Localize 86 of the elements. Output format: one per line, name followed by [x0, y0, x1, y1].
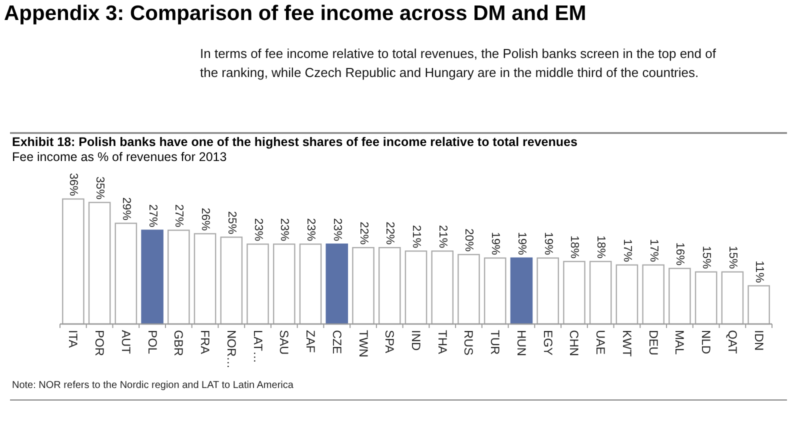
data-label: 16% — [674, 242, 686, 266]
data-label: 23% — [252, 218, 264, 242]
data-label: 19% — [489, 232, 502, 256]
x-tick-label: SPA — [382, 330, 397, 354]
x-tick-label: ITA — [66, 330, 80, 348]
bar — [326, 244, 348, 325]
data-label: 15% — [726, 246, 738, 269]
x-tick-label: NOR… — [224, 330, 238, 369]
data-label: 35% — [94, 176, 106, 200]
x-tick-label: UAE — [594, 330, 608, 355]
bar — [141, 230, 164, 325]
data-label: 18% — [594, 235, 607, 258]
data-label: 20% — [462, 228, 475, 252]
x-tick-label: KWT — [620, 330, 634, 358]
x-tick-label: THA — [435, 330, 450, 354]
data-label: 11% — [752, 260, 765, 283]
data-label: 27% — [146, 204, 158, 228]
bar — [62, 198, 84, 325]
x-tick-label: EGY — [540, 330, 555, 356]
x-tick-label: SAU — [277, 330, 292, 355]
data-label: 21% — [436, 225, 448, 248]
x-tick-label: LAT… — [250, 330, 265, 364]
bar — [721, 271, 744, 325]
data-label: 19% — [542, 232, 554, 256]
data-label: 18% — [568, 235, 580, 258]
data-label: 27% — [172, 204, 185, 228]
chart-subtitle: Fee income as % of revenues for 2013 — [12, 150, 227, 164]
bar — [299, 244, 322, 325]
bar — [536, 257, 559, 325]
text: In terms of fee income relative to total revenues, the Polish banks screen in the top end of the ranking, while Czech Republic and Hungary are in the middle third of the countries. — [200, 46, 716, 80]
data-label: 19% — [515, 232, 528, 256]
data-label: 29% — [120, 197, 132, 220]
x-tick-label: NLD — [699, 330, 714, 354]
bar — [220, 236, 243, 325]
data-label: 26% — [199, 208, 212, 231]
data-label: 23% — [278, 218, 290, 242]
bar — [642, 264, 664, 325]
data-label: 23% — [330, 218, 343, 242]
x-tick-label: GBR — [172, 330, 186, 356]
x-tick-label: MAL — [672, 330, 687, 355]
bar — [458, 254, 480, 325]
bar — [589, 260, 612, 325]
x-tick-label: POR — [92, 330, 107, 356]
bar — [616, 264, 638, 325]
data-label: 36% — [67, 172, 80, 196]
bar — [668, 268, 691, 325]
bar — [748, 285, 770, 325]
bar — [194, 233, 216, 325]
bar — [694, 271, 718, 325]
data-label: 15% — [700, 246, 712, 269]
data-label: 22% — [357, 222, 370, 245]
bar — [563, 260, 586, 325]
text: Appendix 3: Comparison of fee income across DM and EM — [4, 2, 586, 25]
data-label: 22% — [384, 222, 396, 245]
x-tick-label: QAT — [725, 330, 740, 354]
x-tick-label: HUN — [514, 330, 528, 356]
bar — [510, 257, 533, 325]
x-tick-label: IDN — [752, 330, 766, 351]
x-tick-label: DEU — [646, 330, 660, 356]
data-label: 23% — [304, 218, 317, 242]
x-tick-label: AUT — [118, 330, 133, 355]
data-label: 17% — [620, 238, 633, 262]
bar — [431, 250, 454, 325]
chart-title: Exhibit 18: Polish banks have one of the highest shares of fee income relative to total revenues — [12, 135, 578, 149]
bar — [273, 244, 296, 325]
x-tick-label: IND — [409, 330, 423, 351]
data-label: 21% — [410, 225, 422, 248]
text: Note: NOR refers to the Nordic region and LAT to Latin America — [12, 380, 294, 391]
bar — [114, 222, 138, 325]
x-tick-label: RUS — [462, 330, 476, 356]
x-tick-label: CZE — [330, 330, 344, 354]
bar — [168, 230, 190, 325]
x-tick-label: TUR — [488, 330, 502, 355]
bar — [246, 244, 269, 325]
bar — [88, 202, 111, 325]
x-tick-label: TWN — [356, 330, 370, 358]
bar — [404, 250, 428, 325]
bar — [352, 247, 374, 325]
x-tick-label: CHN — [567, 330, 582, 356]
bar — [484, 257, 506, 325]
x-tick-label: ZAF — [304, 330, 318, 353]
x-tick-label: POL — [145, 330, 160, 354]
bar — [378, 247, 401, 325]
data-label: 17% — [647, 238, 660, 262]
data-label: 25% — [225, 211, 238, 234]
x-tick-label: FRA — [198, 330, 212, 354]
